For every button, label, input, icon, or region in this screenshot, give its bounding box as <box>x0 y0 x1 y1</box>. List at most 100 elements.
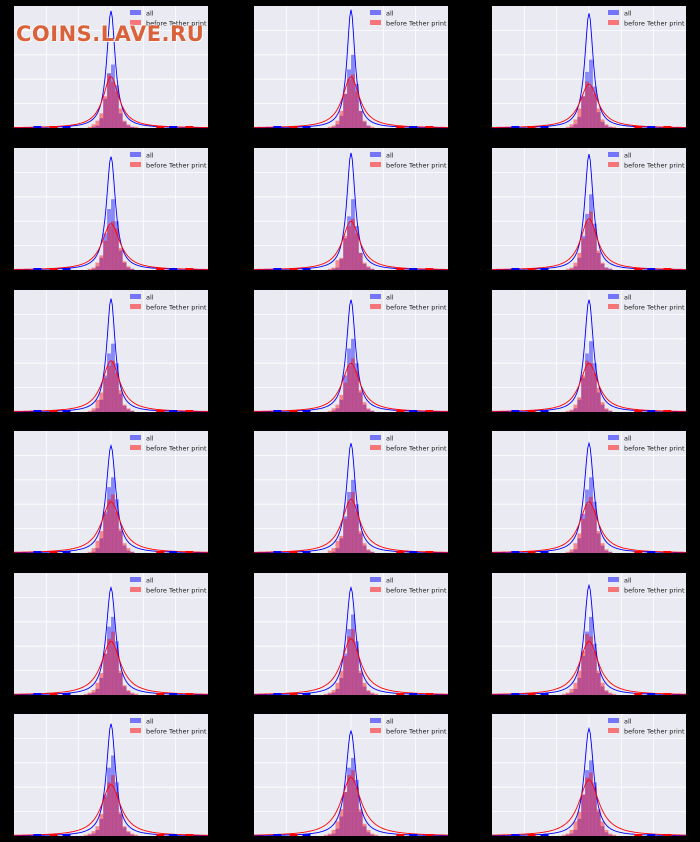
hist-bar <box>118 108 123 128</box>
hist-bar <box>347 216 351 270</box>
tail-mark <box>289 693 298 695</box>
hist-bar <box>331 125 336 128</box>
panel: all before Tether print <box>491 290 687 413</box>
hist-bar <box>581 96 586 128</box>
hist-bar <box>331 126 336 128</box>
hist-bar <box>585 504 589 553</box>
hist-bar <box>343 792 348 836</box>
hist-bar <box>103 96 108 128</box>
hist-bar <box>577 257 582 270</box>
legend-swatch <box>370 20 381 25</box>
hist-bar <box>351 629 355 695</box>
hist-bar <box>596 108 601 128</box>
hist-bar <box>592 509 597 553</box>
hist-bar <box>347 775 351 836</box>
hist-bar <box>347 365 351 412</box>
hist-bar <box>589 86 593 128</box>
panel: all before Tether print <box>13 6 209 129</box>
hist-bar <box>130 126 135 128</box>
legend-label: before Tether print <box>386 728 447 736</box>
tail-mark <box>273 410 282 412</box>
hist-bar <box>91 548 96 553</box>
legend-label: all <box>624 577 632 585</box>
hist-bar <box>107 73 111 128</box>
hist-bar <box>103 240 108 270</box>
hist-bar <box>130 410 135 412</box>
hist-bar <box>331 690 336 695</box>
hist-bar <box>370 268 375 270</box>
hist-bar <box>362 682 367 695</box>
hist-bar <box>604 408 609 412</box>
hist-bar <box>335 124 340 128</box>
hist-bar <box>585 360 589 412</box>
panel: all before Tether print <box>253 431 449 554</box>
hist-bar <box>122 543 127 553</box>
hist-bar <box>596 531 601 553</box>
hist-bar <box>87 410 92 412</box>
hist-bar <box>339 816 344 836</box>
hist-bar <box>343 375 348 412</box>
hist-bar <box>351 358 355 412</box>
legend-label: all <box>624 294 632 302</box>
hist-bar <box>569 551 574 553</box>
hist-bar <box>335 120 340 128</box>
hist-bar <box>343 235 348 270</box>
hist-bar <box>339 677 344 695</box>
hist-bar <box>130 551 135 553</box>
hist-bar <box>604 690 609 695</box>
hist-bar <box>111 477 115 553</box>
tail-mark <box>540 693 549 695</box>
hist-bar <box>358 533 363 553</box>
tail-mark <box>302 126 311 128</box>
hist-bar <box>577 399 582 412</box>
hist-bar <box>362 262 367 270</box>
tail-mark <box>647 268 656 270</box>
tail-mark <box>409 834 418 836</box>
tail-mark <box>289 410 298 412</box>
hist-bar <box>130 268 135 270</box>
hist-bar <box>122 120 127 128</box>
tail-mark <box>156 126 165 128</box>
tail-mark <box>409 410 418 412</box>
hist-bar <box>130 692 135 695</box>
tail-mark <box>62 551 71 553</box>
tail-mark <box>273 693 282 695</box>
hist-bar <box>561 693 566 695</box>
tail-mark <box>396 693 405 695</box>
legend-label: before Tether print <box>386 162 447 170</box>
legend-label: before Tether print <box>386 20 447 28</box>
tail-mark <box>156 551 165 553</box>
hist-bar <box>592 651 597 695</box>
hist-bar <box>608 410 613 412</box>
hist-bar <box>327 833 332 836</box>
tail-mark <box>289 834 298 836</box>
panel: all before Tether print <box>253 6 449 129</box>
legend-swatch <box>130 20 141 25</box>
hist-bar <box>99 255 104 270</box>
hist-bar <box>370 410 375 412</box>
hist-bar <box>95 688 100 695</box>
hist-bar <box>111 81 115 128</box>
hist-bar <box>604 409 609 412</box>
legend-label: before Tether print <box>146 304 207 312</box>
hist-bar <box>87 834 92 836</box>
hist-bar <box>585 213 589 270</box>
hist-bar <box>111 616 115 695</box>
hist-bar <box>335 682 340 695</box>
hist-bar <box>608 551 613 553</box>
hist-bar <box>569 833 574 836</box>
tail-mark <box>540 410 549 412</box>
legend-swatch <box>130 152 141 157</box>
hist-bar <box>596 533 601 553</box>
tail-mark <box>409 126 418 128</box>
tail-mark <box>289 268 298 270</box>
tail-mark <box>634 126 643 128</box>
legend-swatch <box>608 728 619 733</box>
hist-bar <box>118 393 123 412</box>
hist-bar <box>327 126 332 128</box>
hist-bar <box>585 489 589 553</box>
hist-bar <box>343 93 348 128</box>
hist-bar <box>114 363 119 412</box>
tail-mark <box>540 268 549 270</box>
